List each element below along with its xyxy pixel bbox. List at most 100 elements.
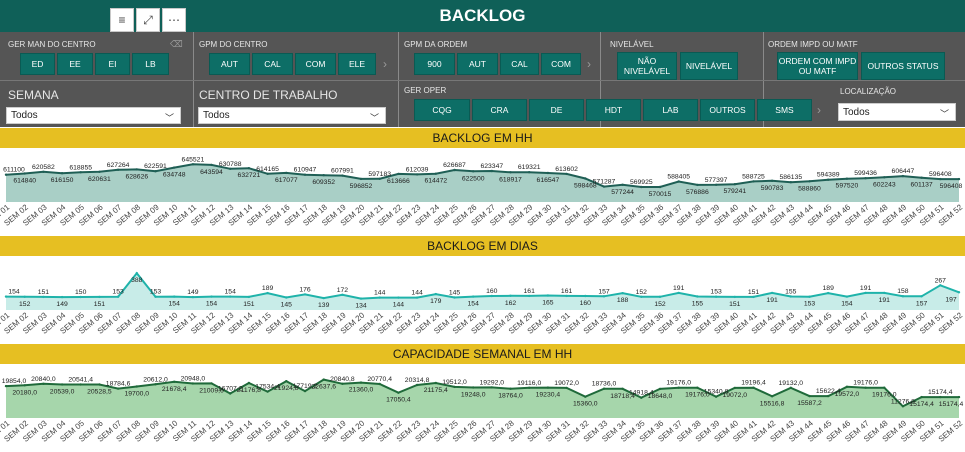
chip-gpm-centro-cal[interactable]: CAL [252, 53, 293, 75]
data-point[interactable] [397, 391, 400, 394]
data-point[interactable] [901, 174, 905, 178]
data-point[interactable] [901, 295, 905, 298]
data-point[interactable] [359, 381, 363, 384]
data-point[interactable] [808, 394, 811, 398]
data-point[interactable] [247, 381, 251, 385]
data-point[interactable] [808, 180, 811, 183]
data-point[interactable] [397, 172, 400, 176]
data-point[interactable] [42, 382, 45, 385]
data-point[interactable] [677, 291, 680, 295]
chip-gpm-ordem-com[interactable]: COM [541, 53, 581, 75]
data-point[interactable] [845, 385, 849, 388]
data-point[interactable] [173, 380, 176, 383]
data-point[interactable] [60, 295, 64, 299]
chip-nao-nivelavel[interactable]: NÃO NIVELÁVEL [617, 52, 677, 80]
data-point[interactable] [322, 296, 325, 300]
data-point[interactable] [60, 172, 64, 175]
data-point[interactable] [247, 167, 251, 170]
data-point[interactable] [714, 183, 718, 186]
data-point[interactable] [154, 295, 157, 298]
data-point[interactable] [116, 168, 120, 171]
data-point[interactable] [42, 170, 45, 173]
data-point[interactable] [752, 386, 755, 389]
data-point[interactable] [490, 169, 493, 173]
chip-outros-status[interactable]: OUTROS STATUS [861, 52, 945, 80]
data-point[interactable] [565, 294, 568, 298]
data-point[interactable] [191, 295, 195, 299]
data-point[interactable] [322, 378, 325, 381]
data-point[interactable] [4, 295, 8, 298]
data-point[interactable] [359, 177, 363, 181]
data-point[interactable] [565, 386, 568, 390]
data-point[interactable] [770, 179, 774, 182]
data-point[interactable] [883, 291, 886, 295]
chip-ger-man-lb[interactable]: LB [132, 53, 169, 75]
data-point[interactable] [472, 386, 475, 389]
data-point[interactable] [116, 387, 120, 390]
data-point[interactable] [415, 296, 419, 299]
data-point[interactable] [341, 293, 344, 296]
data-point[interactable] [621, 292, 624, 295]
data-point[interactable] [266, 172, 269, 175]
data-point[interactable] [23, 295, 26, 298]
data-point[interactable] [79, 295, 82, 299]
data-point[interactable] [845, 295, 849, 298]
data-point[interactable] [378, 296, 381, 299]
data-point[interactable] [677, 386, 680, 389]
data-point[interactable] [266, 291, 269, 295]
data-point[interactable] [79, 171, 82, 174]
data-point[interactable] [509, 171, 512, 174]
data-point[interactable] [303, 293, 307, 296]
data-point[interactable] [957, 177, 961, 181]
data-point[interactable] [98, 383, 101, 386]
data-point[interactable] [490, 386, 493, 389]
data-point[interactable] [920, 295, 923, 298]
chip-ger-oper-de[interactable]: DE [529, 99, 584, 121]
eraser-icon[interactable]: ⌫ [170, 39, 183, 49]
data-point[interactable] [640, 185, 643, 189]
data-point[interactable] [210, 163, 213, 167]
data-point[interactable] [621, 387, 624, 390]
data-point[interactable] [770, 395, 774, 398]
data-point[interactable] [733, 386, 736, 390]
data-point[interactable] [285, 171, 288, 175]
data-point[interactable] [658, 185, 662, 189]
data-point[interactable] [883, 176, 886, 179]
semana-dropdown[interactable]: Todos ﹀ [6, 107, 181, 124]
data-point[interactable] [266, 390, 269, 393]
data-point[interactable] [602, 295, 606, 298]
data-point[interactable] [453, 168, 456, 172]
data-point[interactable] [640, 295, 643, 298]
data-point[interactable] [378, 177, 381, 180]
data-point[interactable] [472, 295, 475, 298]
data-point[interactable] [939, 395, 942, 399]
data-point[interactable] [696, 295, 699, 298]
data-point[interactable] [546, 294, 550, 297]
data-point[interactable] [770, 291, 774, 295]
data-point[interactable] [920, 176, 923, 179]
data-point[interactable] [714, 295, 718, 298]
data-point[interactable] [752, 295, 755, 299]
chip-ger-man-ei[interactable]: EI [95, 53, 130, 75]
chip-ger-oper-hdt[interactable]: HDT [586, 99, 641, 121]
focus-mode-icon[interactable]: ⤢ [136, 8, 160, 32]
data-point[interactable] [546, 171, 550, 175]
data-point[interactable] [415, 383, 419, 387]
data-point[interactable] [658, 387, 662, 391]
data-point[interactable] [696, 183, 699, 187]
chip-gpm-ordem-aut[interactable]: AUT [457, 53, 498, 75]
data-point[interactable] [98, 295, 101, 299]
data-point[interactable] [733, 183, 736, 186]
data-point[interactable] [135, 385, 138, 388]
chevron-right-icon[interactable]: › [817, 103, 821, 117]
data-point[interactable] [490, 294, 493, 298]
data-point[interactable] [415, 173, 419, 176]
data-point[interactable] [434, 292, 437, 296]
data-point[interactable] [883, 386, 886, 389]
data-point[interactable] [453, 385, 456, 389]
data-point[interactable] [658, 295, 662, 298]
data-point[interactable] [584, 395, 587, 398]
data-point[interactable] [434, 381, 437, 385]
data-point[interactable] [4, 384, 8, 388]
data-point[interactable] [939, 177, 942, 181]
